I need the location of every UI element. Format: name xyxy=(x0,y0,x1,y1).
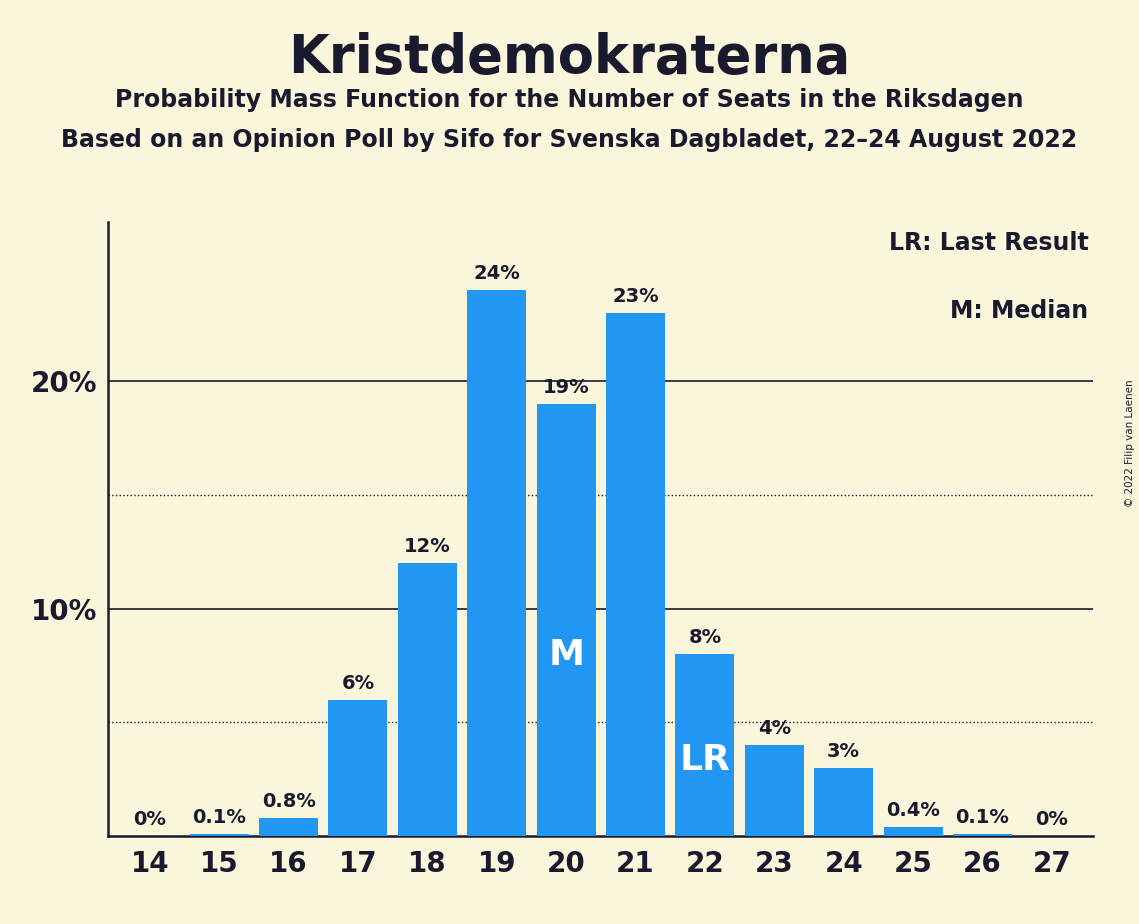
Text: 0%: 0% xyxy=(133,810,166,830)
Text: Based on an Opinion Poll by Sifo for Svenska Dagbladet, 22–24 August 2022: Based on an Opinion Poll by Sifo for Sve… xyxy=(62,128,1077,152)
Text: Kristdemokraterna: Kristdemokraterna xyxy=(288,32,851,84)
Text: LR: Last Result: LR: Last Result xyxy=(888,231,1089,255)
Text: 0.4%: 0.4% xyxy=(886,801,940,821)
Text: M: M xyxy=(548,638,584,672)
Bar xyxy=(328,699,387,836)
Bar xyxy=(745,745,804,836)
Text: LR: LR xyxy=(680,743,730,777)
Text: Probability Mass Function for the Number of Seats in the Riksdagen: Probability Mass Function for the Number… xyxy=(115,88,1024,112)
Text: M: Median: M: Median xyxy=(950,298,1089,322)
Bar xyxy=(606,313,665,836)
Bar xyxy=(814,768,874,836)
Bar xyxy=(398,563,457,836)
Text: 19%: 19% xyxy=(543,378,590,397)
Text: © 2022 Filip van Laenen: © 2022 Filip van Laenen xyxy=(1125,380,1134,507)
Text: 8%: 8% xyxy=(688,628,721,648)
Bar xyxy=(675,654,735,836)
Bar xyxy=(467,290,526,836)
Text: 12%: 12% xyxy=(404,537,451,556)
Text: 24%: 24% xyxy=(474,264,521,283)
Text: 3%: 3% xyxy=(827,742,860,761)
Bar xyxy=(953,834,1011,836)
Text: 0.8%: 0.8% xyxy=(262,792,316,811)
Text: 4%: 4% xyxy=(757,720,790,738)
Text: 0.1%: 0.1% xyxy=(192,808,246,827)
Bar xyxy=(536,404,596,836)
Text: 23%: 23% xyxy=(612,287,658,306)
Text: 0%: 0% xyxy=(1035,810,1068,830)
Text: 0.1%: 0.1% xyxy=(956,808,1009,827)
Text: 6%: 6% xyxy=(342,674,375,693)
Bar xyxy=(190,834,248,836)
Bar xyxy=(259,818,318,836)
Bar xyxy=(884,827,943,836)
